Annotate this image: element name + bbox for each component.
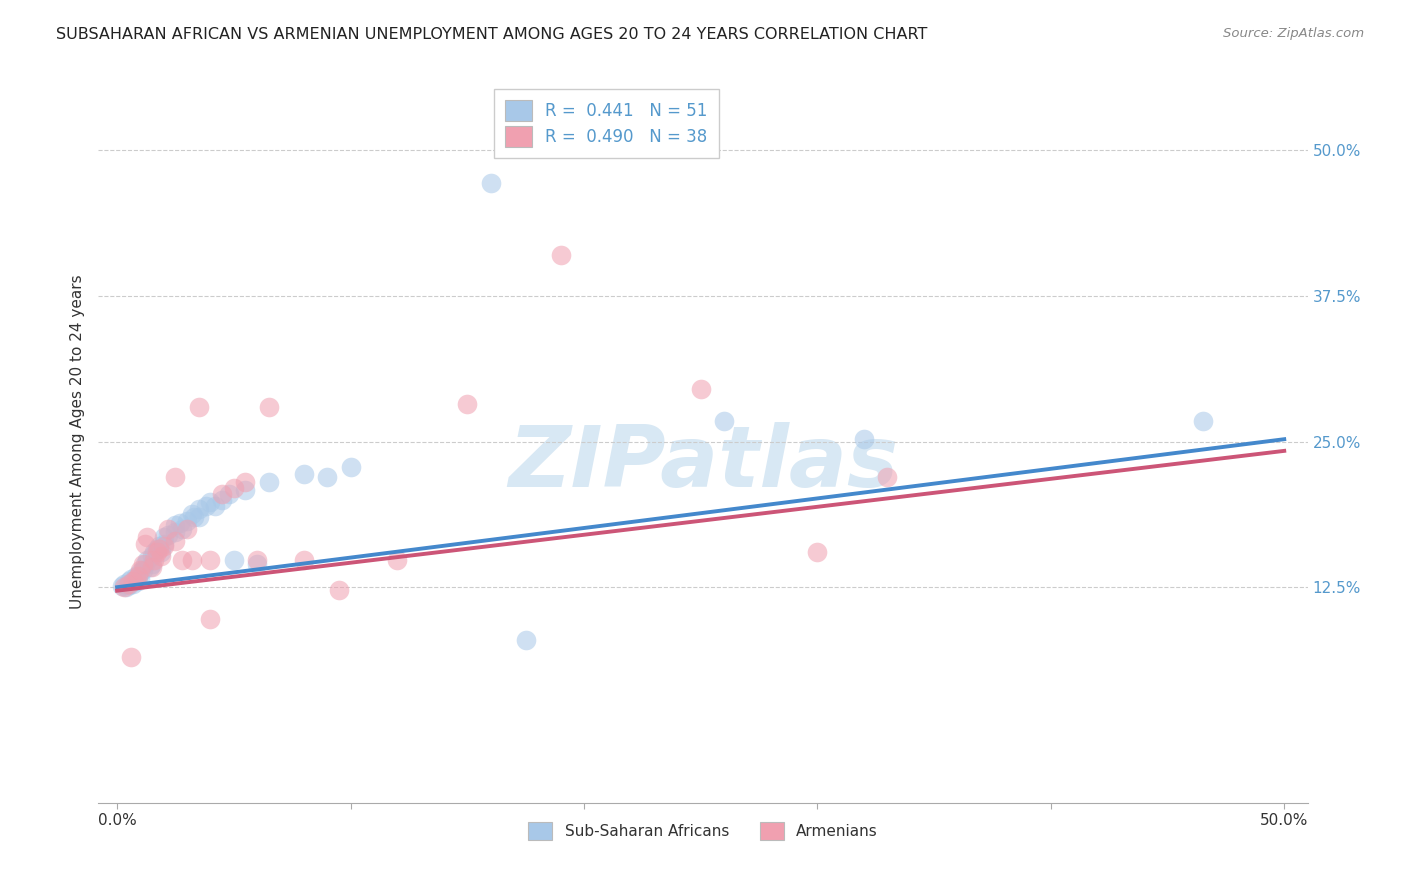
Point — [132, 563, 155, 577]
Point — [187, 502, 209, 516]
Point — [204, 499, 226, 513]
Point — [806, 545, 828, 559]
Point — [713, 413, 735, 427]
Point — [127, 568, 149, 582]
Point — [246, 553, 269, 567]
Point — [111, 579, 134, 593]
Legend: Sub-Saharan Africans, Armenians: Sub-Saharan Africans, Armenians — [519, 813, 887, 849]
Point — [176, 514, 198, 528]
Point — [127, 574, 149, 589]
Point — [141, 557, 163, 571]
Point — [141, 560, 163, 574]
Point — [129, 565, 152, 579]
Point — [257, 475, 280, 490]
Point — [292, 553, 315, 567]
Point — [118, 576, 141, 591]
Text: ZIPatlas: ZIPatlas — [508, 422, 898, 505]
Point — [194, 499, 217, 513]
Point — [132, 557, 155, 571]
Point — [187, 400, 209, 414]
Point — [136, 530, 159, 544]
Point — [122, 576, 145, 591]
Point — [183, 510, 205, 524]
Point — [139, 560, 162, 574]
Point — [235, 483, 257, 498]
Point — [134, 537, 156, 551]
Point — [120, 572, 142, 586]
Point — [200, 495, 222, 509]
Point — [200, 612, 222, 626]
Point — [316, 469, 339, 483]
Point — [157, 528, 180, 542]
Point — [187, 510, 209, 524]
Point — [180, 507, 202, 521]
Point — [222, 481, 245, 495]
Point — [146, 545, 169, 559]
Text: SUBSAHARAN AFRICAN VS ARMENIAN UNEMPLOYMENT AMONG AGES 20 TO 24 YEARS CORRELATIO: SUBSAHARAN AFRICAN VS ARMENIAN UNEMPLOYM… — [56, 27, 928, 42]
Point — [180, 553, 202, 567]
Point — [150, 545, 173, 559]
Point — [152, 530, 174, 544]
Point — [165, 533, 187, 548]
Point — [115, 580, 138, 594]
Point — [136, 553, 159, 567]
Point — [148, 541, 170, 556]
Point — [129, 563, 152, 577]
Text: Source: ZipAtlas.com: Source: ZipAtlas.com — [1223, 27, 1364, 40]
Point — [120, 650, 142, 665]
Point — [129, 572, 152, 586]
Point — [165, 469, 187, 483]
Point — [235, 475, 257, 490]
Point — [165, 525, 187, 540]
Point — [146, 541, 169, 556]
Point — [122, 574, 145, 589]
Point — [328, 582, 350, 597]
Point — [339, 460, 361, 475]
Point — [172, 522, 194, 536]
Point — [515, 632, 537, 647]
Point — [550, 248, 572, 262]
Point — [172, 553, 194, 567]
Point — [211, 492, 233, 507]
Point — [211, 487, 233, 501]
Point — [169, 516, 191, 530]
Point — [456, 397, 478, 411]
Point — [157, 522, 180, 536]
Point — [118, 574, 141, 589]
Point — [876, 469, 898, 483]
Point — [112, 576, 135, 591]
Point — [118, 578, 141, 592]
Point — [292, 467, 315, 482]
Point — [218, 487, 240, 501]
Point — [165, 518, 187, 533]
Point — [1191, 413, 1213, 427]
Point — [143, 545, 166, 559]
Point — [112, 580, 135, 594]
Point — [387, 553, 409, 567]
Point — [479, 176, 502, 190]
Point — [152, 540, 174, 554]
Point — [152, 537, 174, 551]
Point — [222, 553, 245, 567]
Point — [257, 400, 280, 414]
Point — [125, 572, 148, 586]
Point — [689, 382, 711, 396]
Y-axis label: Unemployment Among Ages 20 to 24 years: Unemployment Among Ages 20 to 24 years — [70, 274, 86, 609]
Point — [148, 540, 170, 554]
Point — [122, 574, 145, 589]
Point — [150, 549, 173, 563]
Point — [853, 432, 876, 446]
Point — [141, 549, 163, 563]
Point — [125, 568, 148, 582]
Point — [134, 557, 156, 571]
Point — [246, 557, 269, 571]
Point — [143, 553, 166, 567]
Point — [200, 553, 222, 567]
Point — [176, 522, 198, 536]
